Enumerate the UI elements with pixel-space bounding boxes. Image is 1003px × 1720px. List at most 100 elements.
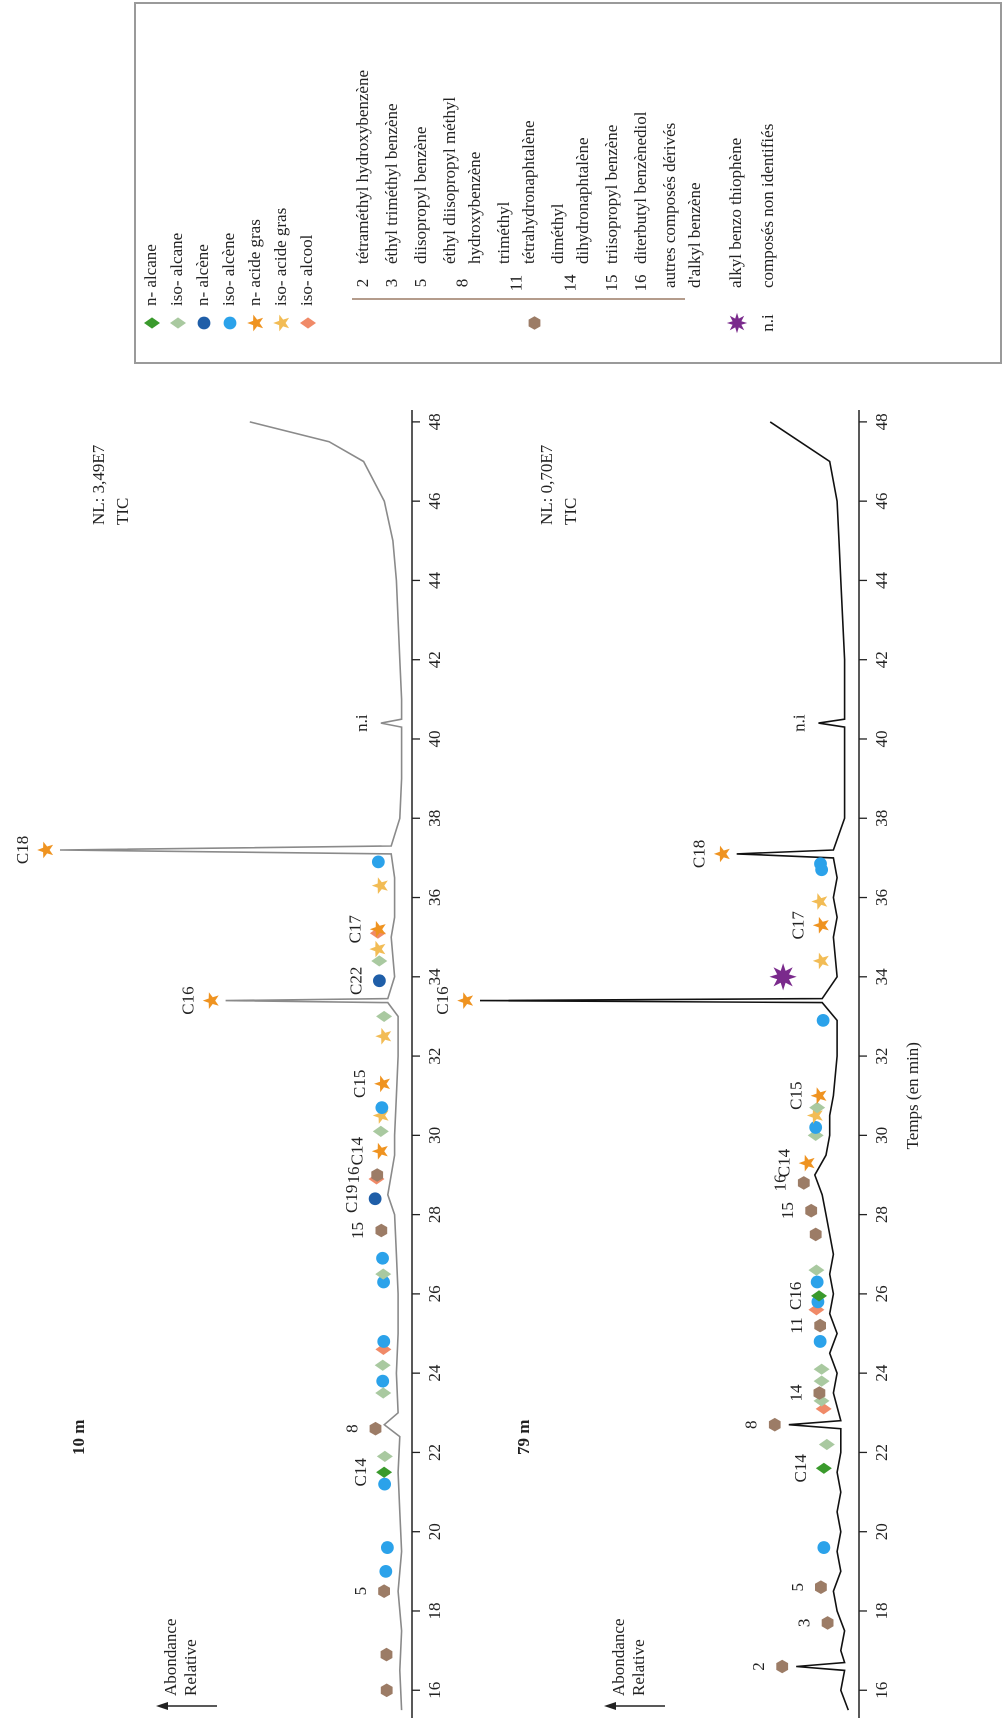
x-tick-label: 30 (425, 1127, 444, 1144)
x-tick-label: 24 (425, 1364, 444, 1382)
peak-label: 15 (348, 1222, 367, 1239)
compound-marker (809, 1102, 826, 1114)
compound-marker (811, 893, 828, 910)
compound-marker (805, 1203, 818, 1218)
compound-marker (368, 1192, 382, 1206)
peak-label: 5 (351, 1587, 370, 1596)
y-axis-label: Relative (181, 1639, 200, 1696)
compound-marker (457, 992, 474, 1009)
x-tick-label: 26 (425, 1285, 444, 1302)
compound-marker (813, 1335, 827, 1348)
peak-label: 16 (771, 1174, 790, 1191)
x-tick-label: 22 (425, 1444, 444, 1461)
legend-box (134, 2, 1002, 364)
x-tick-label: 24 (872, 1364, 891, 1382)
compound-marker (815, 1580, 827, 1594)
compound-marker (376, 1374, 390, 1388)
peak-label: C16 (433, 986, 452, 1014)
legend-label: autres composés dérivés (660, 123, 679, 288)
compound-marker (810, 1275, 824, 1289)
compound-marker (380, 1541, 394, 1554)
legend-label: alkyl benzo thiophène (726, 138, 745, 288)
compound-marker (378, 1477, 392, 1491)
compound-marker (814, 1318, 826, 1333)
peak-label: C19 (342, 1185, 361, 1213)
peak-label: 15 (778, 1202, 797, 1219)
peak-label: C22 (346, 967, 365, 995)
legend-symbol (197, 316, 211, 330)
legend-number: 8 (452, 279, 471, 288)
compound-marker (372, 974, 386, 988)
compound-marker (376, 1466, 393, 1478)
legend-label: iso- alcène (219, 233, 238, 306)
legend-symbol (223, 316, 237, 330)
compound-marker (369, 920, 386, 938)
legend-number: 2 (353, 279, 372, 288)
peak-label: C18 (690, 840, 709, 868)
tic-trace (59, 421, 403, 1711)
compound-marker (376, 1251, 389, 1265)
compound-marker (808, 1304, 825, 1316)
x-tick-label: 36 (872, 889, 891, 906)
compound-marker (815, 1462, 832, 1474)
x-tick-label: 26 (872, 1285, 891, 1302)
peak-label: C14 (351, 1458, 370, 1487)
x-tick-label: 20 (872, 1523, 891, 1540)
compound-marker (769, 963, 797, 991)
peak-label: C17 (789, 911, 808, 940)
legend-label: iso- alcane (167, 233, 186, 306)
compound-marker (813, 1386, 826, 1400)
x-tick-label: 48 (425, 413, 444, 430)
compound-marker (371, 955, 388, 967)
compound-marker (372, 1125, 389, 1137)
peak-label: C15 (786, 1082, 805, 1110)
compound-marker (816, 1014, 830, 1027)
compound-marker (375, 1027, 392, 1045)
legend-label: éthyl triméthyl benzène (382, 104, 401, 265)
compound-marker (369, 1421, 382, 1436)
compound-marker (380, 1683, 393, 1698)
compound-marker (371, 877, 388, 894)
legend-number: 16 (631, 275, 650, 292)
peak-label: 2 (749, 1662, 768, 1671)
y-arrow-head (156, 1702, 168, 1710)
compound-marker (377, 1275, 390, 1289)
legend-symbol (273, 314, 290, 332)
x-tick-label: 20 (425, 1523, 444, 1540)
panel-title: 79 m (514, 1420, 533, 1455)
nl-note: NL: 3,49E7 (89, 444, 108, 525)
trace-label: TIC (113, 498, 132, 525)
compound-marker (380, 1647, 393, 1662)
x-tick-label: 36 (425, 889, 444, 906)
peak-label: 3 (794, 1619, 813, 1628)
x-tick-label: 44 (872, 571, 891, 589)
compound-marker (812, 952, 829, 970)
compound-marker (798, 1154, 815, 1172)
compound-marker (821, 1616, 834, 1630)
compound-marker (809, 1121, 823, 1134)
compound-marker (797, 1176, 810, 1190)
legend-label: diméthyl (548, 203, 567, 264)
legend-label: éthyl diisopropyl méthyl (440, 97, 459, 264)
y-axis-label: Abondance (161, 1619, 180, 1696)
peak-label: C14 (348, 1137, 367, 1166)
compound-marker (378, 1584, 390, 1598)
legend-label: tétraméthyl hydroxybenzène (353, 70, 372, 264)
compound-marker (811, 1290, 828, 1302)
legend-number: 11 (506, 275, 525, 291)
legend-symbol-text: n.i (758, 314, 777, 332)
legend-number: 5 (411, 279, 430, 288)
x-tick-label: 22 (872, 1444, 891, 1461)
y-axis-label: Relative (629, 1639, 648, 1696)
legend-symbol (247, 314, 264, 332)
legend-number: 15 (602, 275, 621, 292)
compound-marker (806, 1107, 823, 1124)
x-tick-label: 40 (425, 730, 444, 747)
compound-marker (817, 1541, 831, 1554)
x-tick-label: 16 (425, 1682, 444, 1699)
x-tick-label: 32 (872, 1048, 891, 1065)
nl-note: NL: 0,70E7 (537, 444, 556, 525)
peak-label: C16 (786, 1282, 805, 1310)
compound-marker (713, 845, 730, 863)
